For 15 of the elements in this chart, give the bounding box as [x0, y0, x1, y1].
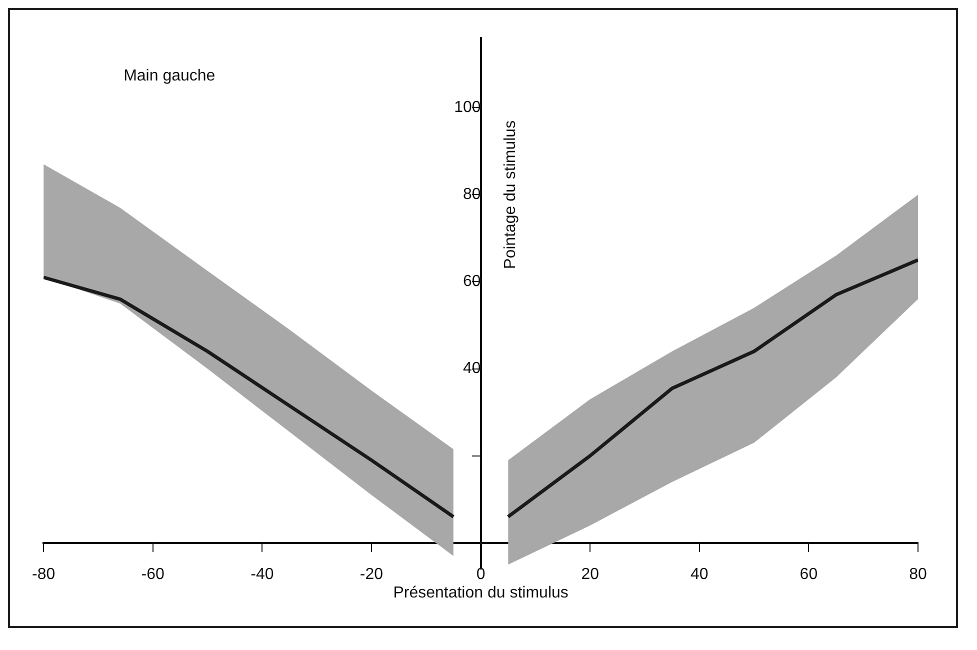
- y-tick-label: 100: [454, 99, 481, 116]
- x-tick-label: -60: [141, 566, 165, 583]
- x-tick-label: 60: [800, 566, 818, 583]
- x-tick-label: 40: [690, 566, 708, 583]
- x-tick-label: -40: [250, 566, 274, 583]
- y-tick-label: 40: [462, 360, 481, 378]
- x-tick-label: 80: [909, 566, 927, 583]
- y-tick-label: 60: [462, 273, 481, 290]
- x-tick-label: -80: [32, 566, 56, 583]
- y-tick-label: 80: [462, 186, 481, 204]
- x-tick-label: -20: [360, 566, 384, 583]
- y-axis-title: Pointage du stimulus: [502, 120, 520, 269]
- annotation: Main gauche: [124, 67, 216, 84]
- x-axis-title: Présentation du stimulus: [393, 584, 568, 602]
- x-tick-label: 20: [581, 566, 600, 583]
